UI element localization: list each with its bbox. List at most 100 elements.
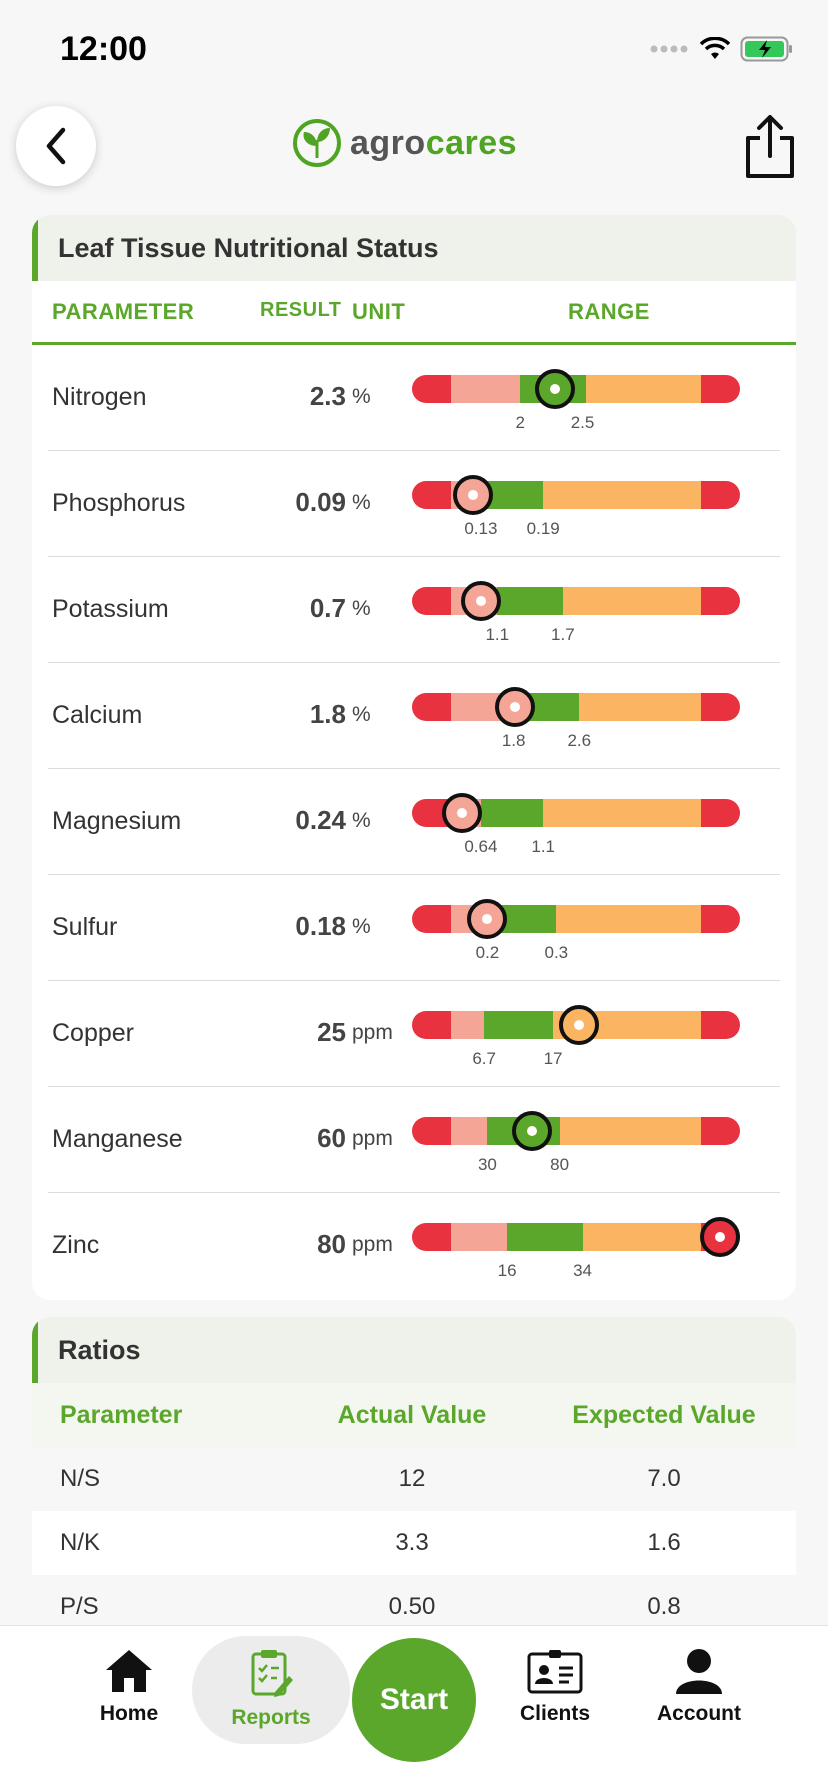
- range-segment-high: [582, 1223, 701, 1251]
- battery-icon: [740, 36, 792, 62]
- range-segment-high: [556, 905, 701, 933]
- user-icon: [676, 1649, 722, 1694]
- nav-home[interactable]: Home: [64, 1648, 194, 1726]
- range-high-label: 0.19: [526, 519, 560, 538]
- range-indicator: 0.13 0.19: [412, 471, 740, 551]
- range-high-label: 1.7: [551, 625, 575, 644]
- nav-reports[interactable]: Reports: [206, 1648, 336, 1730]
- range-segment-very-high: [700, 481, 740, 509]
- parameter-unit: ppm: [352, 1127, 393, 1150]
- col-unit: UNIT: [352, 299, 406, 324]
- result-marker-dot: [714, 1232, 725, 1242]
- range-high-label: 34: [573, 1261, 593, 1280]
- range-segment-very-low: [412, 693, 452, 721]
- ratio-expected-value: 7.0: [647, 1465, 681, 1492]
- parameter-row: Sulfur 0.18% 0.2 0.3: [48, 875, 780, 981]
- range-indicator: 1.8 2.6: [412, 683, 740, 763]
- result-marker-dot: [550, 384, 561, 394]
- range-segment-optimal: [480, 799, 544, 827]
- ratios-card-title: Ratios: [32, 1317, 796, 1383]
- logo-text-cares: cares: [425, 123, 518, 162]
- parameter-result: 0.09: [295, 487, 346, 517]
- range-segment-very-low: [412, 905, 452, 933]
- ratio-row: N/S 12 7.0: [32, 1447, 796, 1511]
- ratio-col-expected: Expected Value: [572, 1400, 756, 1429]
- range-high-label: 80: [550, 1155, 570, 1174]
- leaf-table-body: Nitrogen 2.3% 2 2.5 Phosphorus 0.09% 0.13 0.19 P…: [32, 345, 796, 1299]
- range-segment-optimal: [507, 1223, 583, 1251]
- range-segment-very-low: [412, 1117, 452, 1145]
- parameter-name: Calcium: [52, 701, 143, 729]
- parameter-name: Potassium: [52, 595, 169, 623]
- parameter-unit: %: [352, 597, 371, 620]
- ratio-expected-value: 1.6: [647, 1529, 681, 1556]
- chevron-left-icon: [46, 127, 66, 165]
- result-marker: [512, 1111, 553, 1151]
- range-low-label: 6.7: [472, 1049, 496, 1068]
- range-segment-high: [579, 693, 701, 721]
- result-marker-dot: [573, 1020, 584, 1030]
- parameter-name: Zinc: [52, 1231, 100, 1259]
- signal-icon: [650, 45, 688, 53]
- range-segment-low: [451, 1117, 488, 1145]
- parameter-unit: ppm: [352, 1233, 393, 1256]
- result-marker: [494, 687, 535, 727]
- range-indicator: 30 80: [412, 1107, 740, 1187]
- parameter-row: Potassium 0.7% 1.1 1.7: [48, 557, 780, 663]
- nav-account-label: Account: [657, 1702, 741, 1725]
- range-low-label: 2: [515, 413, 525, 432]
- nav-clients[interactable]: Clients: [490, 1648, 620, 1726]
- range-segment-very-high: [700, 905, 740, 933]
- range-segment-very-high: [700, 799, 740, 827]
- home-icon: [106, 1650, 152, 1692]
- ratio-expected-value: 0.8: [647, 1593, 681, 1617]
- range-segment-very-low: [412, 587, 452, 615]
- ratio-actual-value: 12: [398, 1465, 426, 1492]
- ratios-table-body: N/S 12 7.0 N/K 3.3 1.6 P/S 0.50 0.8: [32, 1447, 796, 1617]
- parameter-unit: %: [352, 385, 371, 408]
- range-low-label: 30: [477, 1155, 497, 1174]
- ratios-table-header: Parameter Actual Value Expected Value: [32, 1383, 796, 1447]
- result-marker-dot: [456, 808, 467, 818]
- leaf-tissue-card: Leaf Tissue Nutritional Status PARAMETER…: [32, 215, 796, 1300]
- ratio-parameter: N/S: [60, 1465, 101, 1492]
- range-segment-high: [543, 799, 701, 827]
- parameter-row: Calcium 1.8% 1.8 2.6: [48, 663, 780, 769]
- ratio-parameter: P/S: [60, 1593, 99, 1617]
- range-segment-very-low: [412, 481, 452, 509]
- range-segment-very-high: [700, 1011, 740, 1039]
- range-bar: [412, 1223, 740, 1251]
- parameter-name: Phosphorus: [52, 489, 186, 517]
- back-button[interactable]: [16, 106, 96, 186]
- range-segment-very-low: [412, 375, 452, 403]
- parameter-result: 0.24: [295, 805, 346, 835]
- range-segment-low: [451, 1223, 508, 1251]
- range-indicator: 2 2.5: [412, 365, 740, 445]
- start-button[interactable]: Start: [352, 1638, 476, 1762]
- nav-account[interactable]: Account: [634, 1648, 764, 1726]
- range-bar: [412, 693, 740, 721]
- range-segment-optimal: [497, 587, 563, 615]
- range-segment-low: [451, 375, 521, 403]
- ratio-row: N/K 3.3 1.6: [32, 1511, 796, 1575]
- parameter-row: Manganese 60 ppm 30 80: [48, 1087, 780, 1193]
- range-bar: [412, 375, 740, 403]
- parameter-result: 1.8: [309, 699, 346, 729]
- ratio-col-actual: Actual Value: [337, 1400, 487, 1429]
- range-bar: [412, 1117, 740, 1145]
- report-icon: [251, 1650, 293, 1697]
- app-header: agrocares: [0, 96, 828, 200]
- range-segment-very-low: [412, 1011, 452, 1039]
- parameter-unit: %: [352, 809, 371, 832]
- ratio-row: P/S 0.50 0.8: [32, 1575, 796, 1617]
- parameter-name: Nitrogen: [52, 383, 147, 411]
- range-segment-high: [543, 481, 701, 509]
- parameter-unit: %: [352, 915, 371, 938]
- range-low-label: 1.1: [485, 625, 510, 644]
- parameter-result: 60: [317, 1123, 346, 1153]
- result-marker: [466, 899, 507, 939]
- range-bar: [412, 905, 740, 933]
- share-button[interactable]: [742, 114, 798, 180]
- range-low-label: 16: [497, 1261, 517, 1280]
- parameter-row: Copper 25 ppm 6.7 17: [48, 981, 780, 1087]
